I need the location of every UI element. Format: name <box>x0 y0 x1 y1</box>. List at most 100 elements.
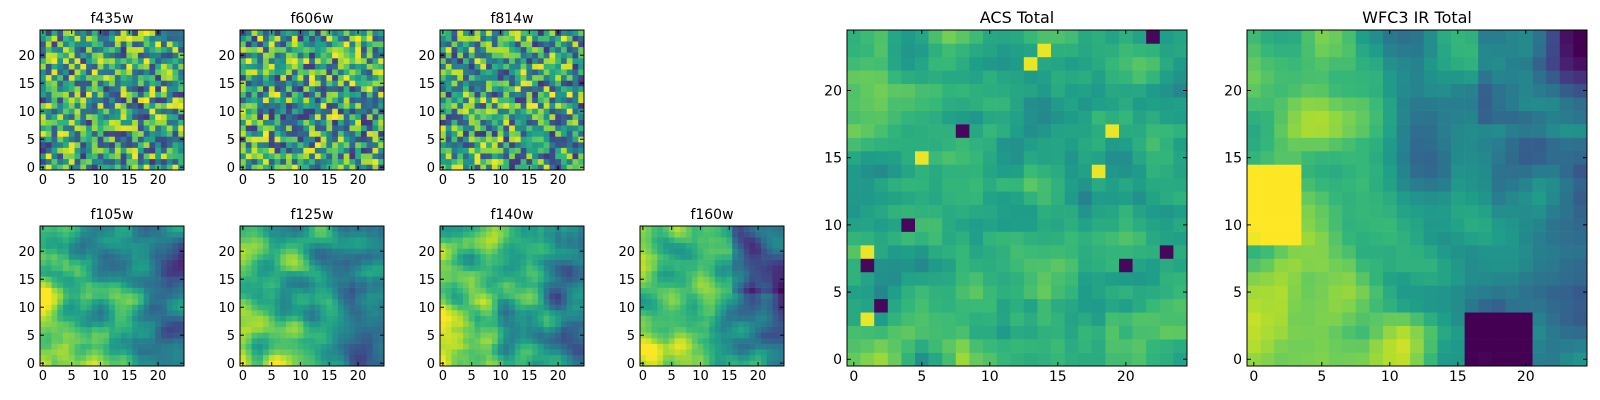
heatmap-cell <box>286 46 293 53</box>
heatmap-cell <box>366 287 373 294</box>
heatmap-cell <box>120 237 127 244</box>
heatmap-cell <box>349 304 356 311</box>
heatmap-cell <box>549 30 556 36</box>
heatmap-cell <box>297 349 304 356</box>
heatmap-cell <box>663 321 670 328</box>
heatmap-cell <box>468 321 475 328</box>
heatmap-cell <box>463 153 470 160</box>
heatmap-cell <box>155 282 162 288</box>
heatmap-cell <box>445 147 452 154</box>
heatmap-cell <box>463 231 470 238</box>
heatmap-cell <box>280 108 287 115</box>
heatmap-cell <box>451 102 458 109</box>
heatmap-cell <box>457 282 464 288</box>
heatmap-cell <box>480 237 487 244</box>
heatmap-cell <box>372 41 379 48</box>
heatmap-cell <box>457 304 464 311</box>
heatmap-cell <box>268 287 275 294</box>
heatmap-cell <box>172 86 179 92</box>
heatmap-cell <box>560 231 568 238</box>
heatmap-cell <box>657 349 664 356</box>
heatmap-cell <box>474 226 481 232</box>
heatmap-cell <box>457 254 464 260</box>
heatmap-cell <box>120 130 127 137</box>
heatmap-cell <box>1078 271 1093 286</box>
heatmap-cell <box>51 97 58 104</box>
heatmap-cell <box>520 58 527 64</box>
y-tick-label: 0 <box>227 357 235 372</box>
heatmap-cell <box>766 237 773 244</box>
heatmap-cell <box>543 304 550 311</box>
heatmap-cell <box>680 226 687 232</box>
heatmap-cell <box>549 293 556 300</box>
heatmap-cell <box>166 52 173 59</box>
heatmap-cell <box>274 58 281 64</box>
heatmap-cell <box>366 304 373 311</box>
heatmap-cell <box>440 86 447 92</box>
heatmap-cell <box>103 242 110 249</box>
heatmap-cell <box>274 231 281 238</box>
heatmap-cell <box>251 293 258 300</box>
heatmap-cell <box>257 130 264 137</box>
heatmap-cell <box>166 91 173 98</box>
heatmap-cell <box>486 158 493 165</box>
heatmap-cell <box>969 258 984 273</box>
heatmap-cell <box>680 231 687 238</box>
heatmap-cell <box>474 46 481 53</box>
heatmap-cell <box>320 52 327 59</box>
heatmap-cell <box>543 97 550 104</box>
heatmap-cell <box>463 125 470 132</box>
heatmap-cell <box>109 354 116 361</box>
heatmap-cell <box>491 287 498 294</box>
heatmap-cell <box>114 282 121 288</box>
heatmap-cell <box>509 52 516 59</box>
heatmap-cell <box>463 164 470 171</box>
heatmap-cell <box>126 41 133 48</box>
heatmap-cell <box>68 338 75 344</box>
heatmap-cell <box>560 248 568 255</box>
heatmap-cell <box>326 136 333 143</box>
heatmap-cell <box>766 248 773 255</box>
heatmap-cell <box>343 74 350 81</box>
heatmap-cell <box>309 158 316 165</box>
heatmap-cell <box>578 58 585 64</box>
heatmap-cell <box>491 265 498 272</box>
heatmap-cell <box>103 310 110 316</box>
heatmap-cell <box>532 293 539 300</box>
heatmap-cell <box>291 270 298 277</box>
heatmap-cell <box>97 321 104 328</box>
heatmap-cell <box>74 30 81 36</box>
heatmap-cell <box>45 74 52 81</box>
heatmap-cell <box>337 86 344 92</box>
heatmap-cell <box>1078 204 1093 219</box>
heatmap-cell <box>743 293 750 300</box>
heatmap-cell <box>45 35 52 42</box>
heatmap-cell <box>309 237 316 244</box>
heatmap-cell <box>91 130 98 137</box>
heatmap-cell <box>709 354 716 361</box>
heatmap-cell <box>709 338 716 344</box>
heatmap-cell <box>703 265 710 272</box>
heatmap-cell <box>860 177 875 192</box>
heatmap-cell <box>91 125 98 132</box>
heatmap-cell <box>486 119 493 126</box>
heatmap-cell <box>772 259 779 266</box>
heatmap-cell <box>555 86 562 92</box>
heatmap-cell <box>901 271 916 286</box>
heatmap-cell <box>555 242 562 249</box>
heatmap-cell <box>697 304 704 311</box>
heatmap-cell <box>309 231 316 238</box>
heatmap-cell <box>720 332 727 339</box>
heatmap-cell <box>697 231 704 238</box>
heatmap-cell <box>337 326 344 333</box>
heatmap-cell <box>549 338 556 344</box>
heatmap-cell <box>651 276 658 283</box>
heatmap-cell <box>120 136 127 143</box>
heatmap-cell <box>996 177 1011 192</box>
heatmap-cell <box>320 248 327 255</box>
heatmap-cell <box>51 282 58 288</box>
heatmap-cell <box>251 310 258 316</box>
heatmap-cell <box>155 153 162 160</box>
heatmap-cell <box>286 69 293 76</box>
heatmap-cell <box>463 158 470 165</box>
